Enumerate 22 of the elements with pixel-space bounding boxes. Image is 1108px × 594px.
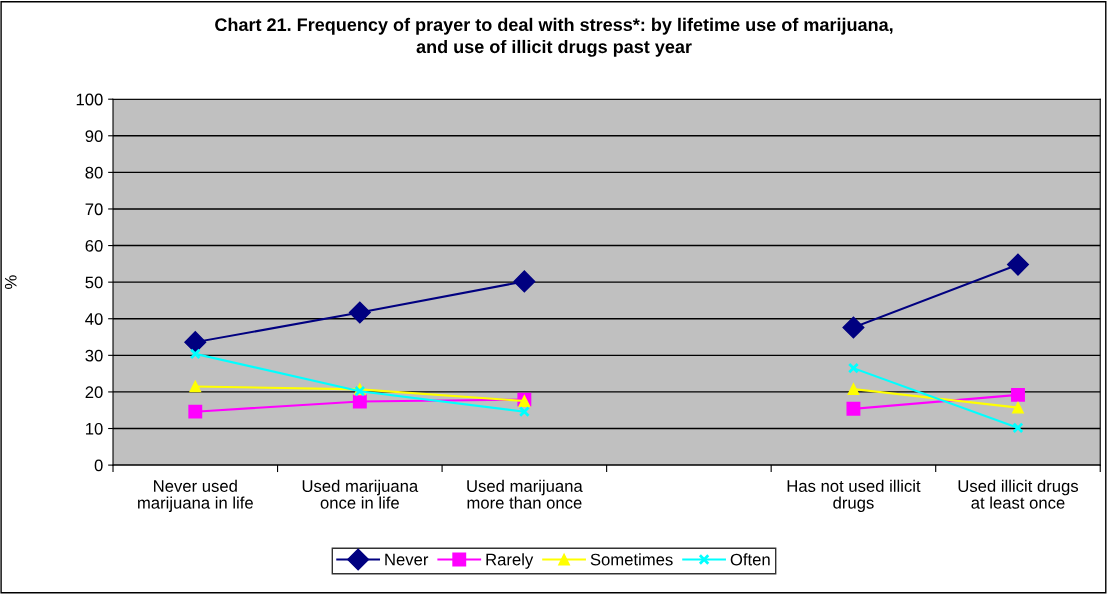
legend-label: Sometimes — [590, 553, 673, 566]
x-tick-label: Never used marijuana in life — [138, 479, 253, 513]
x-tick-label: Used illicit drugs at least once — [958, 479, 1079, 509]
y-tick-label: 70 — [85, 203, 103, 216]
legend-label: Often — [730, 553, 770, 566]
legend-label: Never — [385, 553, 429, 566]
y-tick-label: 30 — [85, 349, 103, 362]
y-tick-label: 40 — [85, 313, 103, 325]
y-tick-label: 100 — [76, 93, 103, 106]
x-tick-label: Has not used illicit drugs — [787, 479, 921, 513]
y-tick-label: 90 — [85, 130, 103, 142]
y-tick-label: 10 — [86, 422, 103, 435]
y-tick-label: 0 — [94, 459, 103, 472]
y-tick-label: 60 — [85, 239, 103, 252]
y-tick-label: 50 — [85, 276, 103, 289]
legend-label: Rarely — [486, 553, 534, 569]
y-tick-label: 80 — [85, 166, 103, 179]
x-tick-label: Used marijuana more than once — [467, 479, 583, 509]
y-axis-title: % — [4, 275, 17, 289]
y-tick-label: 20 — [85, 386, 103, 399]
chart-title: Chart 21. Frequency of prayer to deal with stress*: by lifetime use of marijuana, and use of illicit drugs past year — [215, 17, 893, 57]
x-tick-label: Used marijuana once in life — [302, 479, 419, 509]
